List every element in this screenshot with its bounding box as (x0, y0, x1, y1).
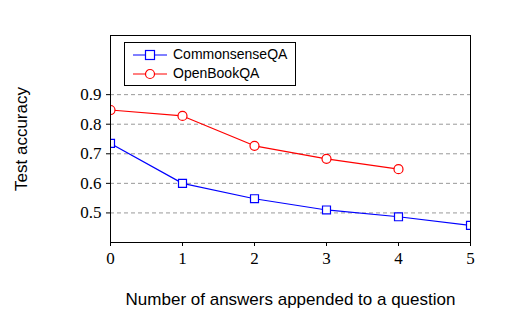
svg-text:2: 2 (250, 249, 259, 268)
html-text:CommonsenseQA: CommonsenseQA (173, 46, 288, 62)
svg-text:Test accuracy: Test accuracy (12, 87, 31, 191)
svg-text:0: 0 (106, 249, 115, 268)
html-text:OpenBookQA: OpenBookQA (173, 65, 260, 81)
svg-text:0.7: 0.7 (80, 144, 102, 163)
svg-text:1: 1 (178, 249, 187, 268)
svg-text:Number of answers appended to: Number of answers appended to a question (126, 290, 456, 309)
svg-text:0.9: 0.9 (80, 85, 101, 104)
svg-text:0.5: 0.5 (80, 203, 101, 222)
svg-text:5: 5 (466, 249, 475, 268)
svg-text:0.6: 0.6 (80, 174, 101, 193)
svg-text:4: 4 (394, 249, 403, 268)
svg-text:3: 3 (322, 249, 331, 268)
svg-text:0.8: 0.8 (80, 115, 101, 134)
